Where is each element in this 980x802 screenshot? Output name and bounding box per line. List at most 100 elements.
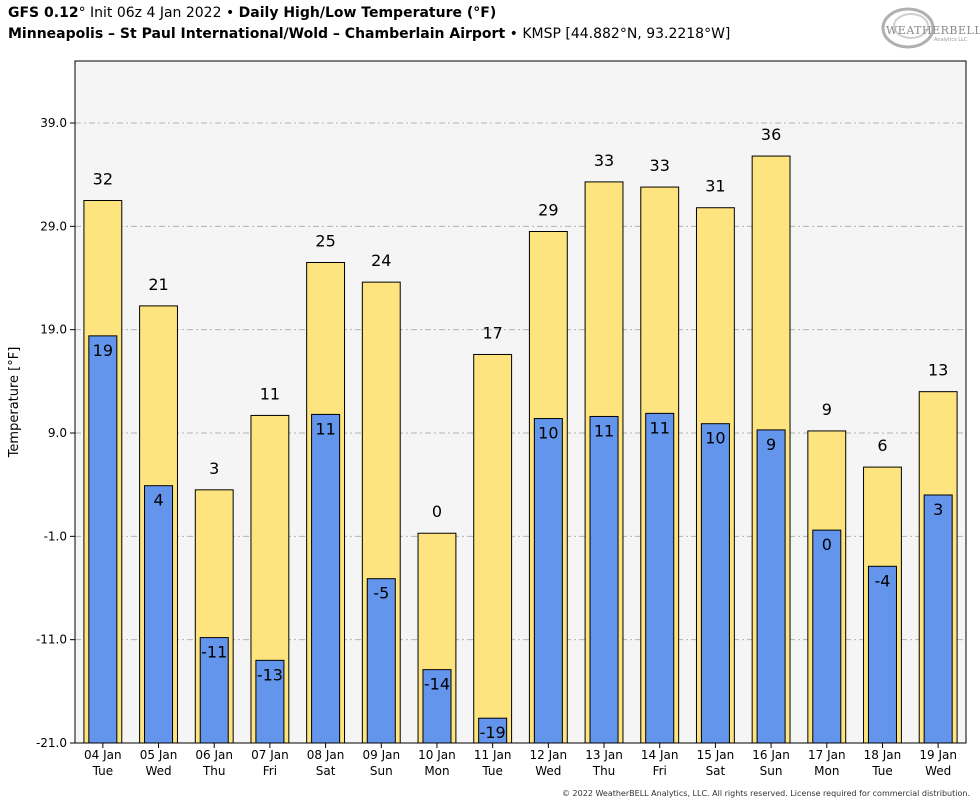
high-temp-label: 24 bbox=[371, 251, 391, 270]
title-line: GFS 0.12° Init 06z 4 Jan 2022 • Daily Hi… bbox=[8, 4, 730, 23]
logo-subtext: Analytics LLC bbox=[934, 37, 968, 43]
low-temp-label: -14 bbox=[424, 675, 450, 694]
high-temp-label: 33 bbox=[650, 156, 670, 175]
y-tick-label: -21.0 bbox=[36, 736, 67, 750]
model-name: GFS 0.12 bbox=[8, 5, 79, 21]
low-temp-bar bbox=[366, 578, 396, 744]
x-tick-date: 11 Jan bbox=[474, 748, 512, 762]
y-tick-label: 39.0 bbox=[40, 116, 67, 130]
weatherbell-logo: WEATHERBELL Analytics LLC bbox=[880, 4, 980, 52]
low-temp-bar bbox=[533, 418, 563, 744]
x-tick-date: 07 Jan bbox=[251, 748, 289, 762]
low-temp-bar bbox=[311, 413, 341, 744]
x-tick-day: Mon bbox=[814, 764, 839, 778]
x-tick-date: 13 Jan bbox=[585, 748, 623, 762]
location-line: Minneapolis – St Paul International/Wold… bbox=[8, 25, 730, 44]
y-tick-label: 29.0 bbox=[40, 219, 67, 233]
high-temp-label: 13 bbox=[928, 361, 948, 380]
x-tick-date: 09 Jan bbox=[362, 748, 400, 762]
low-temp-label: 11 bbox=[594, 421, 614, 440]
degree-sign: ° bbox=[78, 5, 86, 21]
low-temp-bar bbox=[645, 412, 675, 744]
title-bullet: • bbox=[225, 5, 235, 21]
low-temp-bar bbox=[589, 415, 619, 744]
copyright-notice: © 2022 WeatherBELL Analytics, LLC. All r… bbox=[562, 789, 970, 798]
high-temp-label: 17 bbox=[482, 323, 502, 342]
high-temp-label: 0 bbox=[432, 502, 442, 521]
high-temp-label: 3 bbox=[209, 459, 219, 478]
low-temp-bar bbox=[700, 423, 730, 744]
low-temp-label: 19 bbox=[93, 341, 113, 360]
low-temp-label: 3 bbox=[933, 500, 943, 519]
x-tick-date: 08 Jan bbox=[307, 748, 345, 762]
low-temp-bar bbox=[812, 529, 842, 744]
y-tick-label: -1.0 bbox=[44, 529, 67, 543]
x-tick-day: Thu bbox=[202, 764, 226, 778]
x-tick-day: Sun bbox=[370, 764, 393, 778]
plot-frame bbox=[74, 60, 967, 744]
station-info: KMSP [44.882°N, 93.2218°W] bbox=[522, 26, 731, 42]
init-time: Init 06z 4 Jan 2022 bbox=[90, 5, 222, 21]
high-temp-label: 36 bbox=[761, 125, 781, 144]
x-tick-date: 18 Jan bbox=[864, 748, 902, 762]
x-tick-day: Wed bbox=[145, 764, 171, 778]
low-temp-label: -4 bbox=[874, 571, 890, 590]
x-tick-date: 05 Jan bbox=[140, 748, 178, 762]
high-temp-bar bbox=[473, 353, 513, 744]
low-temp-label: 4 bbox=[153, 491, 163, 510]
low-temp-label: 11 bbox=[315, 419, 335, 438]
low-temp-label: 10 bbox=[705, 429, 725, 448]
x-tick-day: Sat bbox=[316, 764, 336, 778]
x-tick-date: 10 Jan bbox=[418, 748, 456, 762]
x-tick-day: Sat bbox=[706, 764, 726, 778]
x-tick-date: 12 Jan bbox=[530, 748, 568, 762]
location-name: Minneapolis – St Paul International/Wold… bbox=[8, 26, 506, 42]
low-temp-bar bbox=[923, 494, 953, 744]
y-tick-label: -11.0 bbox=[36, 633, 67, 647]
high-temp-label: 32 bbox=[93, 170, 113, 189]
high-temp-label: 31 bbox=[705, 177, 725, 196]
x-tick-day: Sun bbox=[760, 764, 783, 778]
x-tick-day: Tue bbox=[92, 764, 114, 778]
logo-text: WEATHERBELL bbox=[886, 24, 980, 37]
high-temp-label: 29 bbox=[538, 201, 558, 220]
low-temp-label: -19 bbox=[480, 723, 506, 742]
high-temp-label: 33 bbox=[594, 151, 614, 170]
x-tick-date: 15 Jan bbox=[697, 748, 735, 762]
x-tick-day: Fri bbox=[263, 764, 277, 778]
x-tick-day: Thu bbox=[592, 764, 616, 778]
x-tick-day: Wed bbox=[925, 764, 951, 778]
y-axis-label: Temperature [°F] bbox=[7, 347, 22, 459]
x-tick-day: Mon bbox=[424, 764, 449, 778]
x-tick-date: 19 Jan bbox=[919, 748, 957, 762]
low-temp-bar bbox=[478, 717, 508, 744]
location-bullet: • bbox=[509, 26, 518, 42]
x-tick-day: Wed bbox=[535, 764, 561, 778]
low-temp-label: -5 bbox=[373, 584, 389, 603]
high-temp-label: 6 bbox=[877, 436, 887, 455]
x-tick-date: 17 Jan bbox=[808, 748, 846, 762]
x-tick-day: Tue bbox=[481, 764, 503, 778]
low-temp-bar bbox=[144, 485, 174, 744]
x-tick-date: 04 Jan bbox=[84, 748, 122, 762]
high-temp-label: 11 bbox=[260, 384, 280, 403]
low-temp-bar bbox=[88, 335, 118, 744]
chart-title: Daily High/Low Temperature (°F) bbox=[238, 5, 497, 21]
low-temp-bar bbox=[756, 429, 786, 744]
low-temp-bar bbox=[422, 669, 452, 744]
low-temp-bar bbox=[867, 565, 897, 744]
high-temp-label: 21 bbox=[148, 275, 168, 294]
low-temp-label: -13 bbox=[257, 665, 283, 684]
low-temp-label: 10 bbox=[538, 424, 558, 443]
low-temp-label: -11 bbox=[201, 643, 227, 662]
x-tick-date: 06 Jan bbox=[195, 748, 233, 762]
x-tick-day: Fri bbox=[653, 764, 667, 778]
low-temp-bar bbox=[199, 637, 229, 744]
high-temp-label: 9 bbox=[822, 400, 832, 419]
y-tick-label: 9.0 bbox=[48, 426, 67, 440]
low-temp-label: 0 bbox=[822, 535, 832, 554]
chart-header: GFS 0.12° Init 06z 4 Jan 2022 • Daily Hi… bbox=[8, 4, 730, 44]
high-temp-label: 25 bbox=[315, 232, 335, 251]
x-tick-date: 14 Jan bbox=[641, 748, 679, 762]
